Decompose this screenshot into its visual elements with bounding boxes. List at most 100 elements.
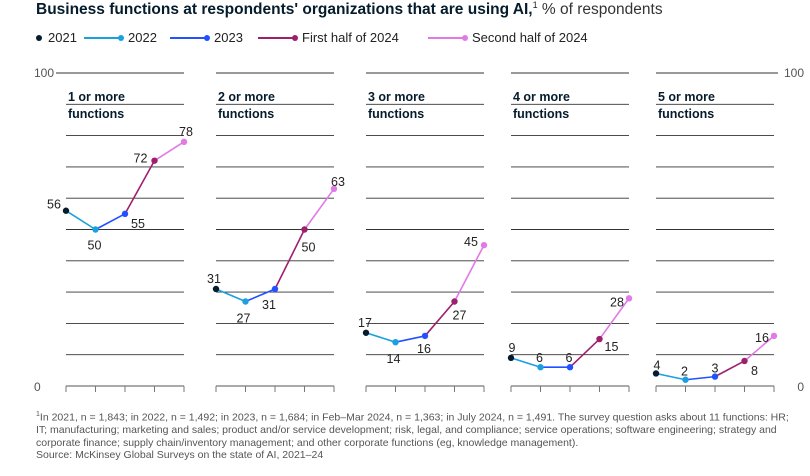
legend-label-h1-2024: First half of 2024 (302, 30, 399, 45)
legend-swatch-2021 (36, 33, 42, 43)
data-point (242, 298, 249, 305)
y-tick-label-0: 0 (34, 380, 41, 394)
data-point (301, 226, 308, 233)
panel-label-line1: 4 or more (513, 90, 570, 104)
panel-label-line2: functions (658, 107, 714, 121)
legend-item-h1-2024: First half of 2024 (258, 30, 399, 45)
series-segment (714, 360, 745, 378)
legend-swatch-2022 (84, 33, 124, 43)
data-label: 16 (755, 331, 769, 345)
data-point (507, 354, 515, 362)
data-label: 50 (88, 239, 102, 253)
panel-label-line1: 2 or more (218, 90, 275, 104)
data-label: 63 (331, 175, 345, 189)
data-point (480, 241, 488, 249)
data-point (741, 357, 748, 365)
data-point (770, 332, 778, 340)
panel-label-line2: functions (513, 107, 569, 121)
data-label: 2 (681, 365, 688, 379)
data-label: 14 (387, 352, 401, 366)
data-point (451, 298, 458, 305)
data-point (421, 332, 429, 340)
data-point (392, 338, 399, 346)
chart-title-unit: % of respondents (537, 1, 663, 19)
data-label: 78 (179, 125, 193, 139)
y-tick-label-0-right: 0 (797, 380, 804, 394)
series-segment (95, 213, 126, 231)
data-label: 72 (134, 152, 148, 166)
series-segment (154, 141, 185, 162)
legend-swatch-h2-2024 (428, 33, 468, 43)
data-label: 55 (131, 217, 145, 231)
legend-swatch-2023 (170, 33, 210, 43)
data-label: 28 (610, 295, 624, 309)
data-point (92, 226, 99, 233)
series-segment (395, 335, 426, 343)
footnote-text: In 2021, n = 1,843; in 2022, n = 1,492; … (36, 411, 789, 449)
series-segment (274, 229, 306, 290)
data-point (682, 376, 689, 383)
panel-label-line1: 3 or more (368, 90, 425, 104)
data-label: 27 (237, 311, 251, 325)
legend-item-2023: 2023 (170, 30, 243, 45)
data-label: 16 (417, 342, 431, 356)
data-label: 8 (751, 364, 758, 378)
series-segment (598, 297, 630, 340)
data-point (652, 370, 660, 377)
y-tick-label-100: 100 (34, 66, 54, 80)
data-label: 9 (509, 341, 516, 355)
series-segment (303, 188, 335, 230)
data-point (711, 373, 719, 380)
series-segment (569, 338, 601, 368)
chart-area: 100 0 100 0 1 or more functions 56 50 55 72 78 2 or… (34, 66, 804, 394)
data-label: 3 (712, 362, 719, 376)
series-segment (365, 332, 396, 343)
footnote: 1In 2021, n = 1,843; in 2022, n = 1,492;… (36, 409, 796, 462)
legend-label-2023: 2023 (214, 30, 243, 45)
footnote-marker: 1 (36, 411, 40, 418)
data-point (566, 364, 574, 371)
chart-title-main: Business functions at respondents' organ… (36, 1, 533, 19)
panel-label-line2: functions (368, 107, 424, 121)
legend-label-2022: 2022 (128, 30, 157, 45)
data-point (121, 210, 129, 218)
series-segment (655, 372, 686, 381)
data-point (271, 285, 279, 293)
y-tick-label-100-right: 100 (784, 66, 804, 80)
data-label: 27 (453, 308, 467, 322)
panel-label-line1: 5 or more (658, 90, 715, 104)
panel-label-line2: functions (68, 107, 124, 121)
data-point (180, 138, 188, 146)
footnote-text-block: 1In 2021, n = 1,843; in 2022, n = 1,492;… (36, 409, 796, 449)
data-label: 50 (302, 241, 316, 255)
chart-title: Business functions at respondents' organ… (36, 0, 663, 19)
panel-label-line2: functions (218, 107, 274, 121)
data-label: 15 (605, 340, 619, 354)
source-note: Source: McKinsey Global Surveys on the s… (36, 449, 324, 461)
series-segment (65, 210, 96, 231)
data-point (212, 285, 220, 293)
data-point (537, 364, 544, 371)
legend-label-h2-2024: Second half of 2024 (472, 30, 588, 45)
series-segment (453, 244, 485, 302)
title-footnote-marker: 1 (532, 0, 538, 10)
data-label: 6 (536, 351, 543, 365)
data-point (362, 329, 370, 336)
legend-swatch-h1-2024 (258, 33, 298, 43)
data-point (62, 207, 70, 214)
series-segment (743, 335, 775, 362)
data-point (625, 295, 633, 302)
data-label: 45 (464, 235, 478, 249)
legend-item-h2-2024: Second half of 2024 (428, 30, 588, 45)
data-label: 31 (262, 298, 276, 312)
series-segment (124, 160, 156, 215)
data-label: 31 (207, 272, 221, 286)
legend-item-2021: 2021 (36, 30, 77, 45)
series-segment (685, 375, 716, 381)
data-label: 6 (566, 351, 573, 365)
data-point (596, 335, 603, 343)
legend-item-2022: 2022 (84, 30, 157, 45)
legend-label-2021: 2021 (48, 30, 77, 45)
series-segment (215, 288, 246, 303)
data-point (330, 185, 338, 193)
